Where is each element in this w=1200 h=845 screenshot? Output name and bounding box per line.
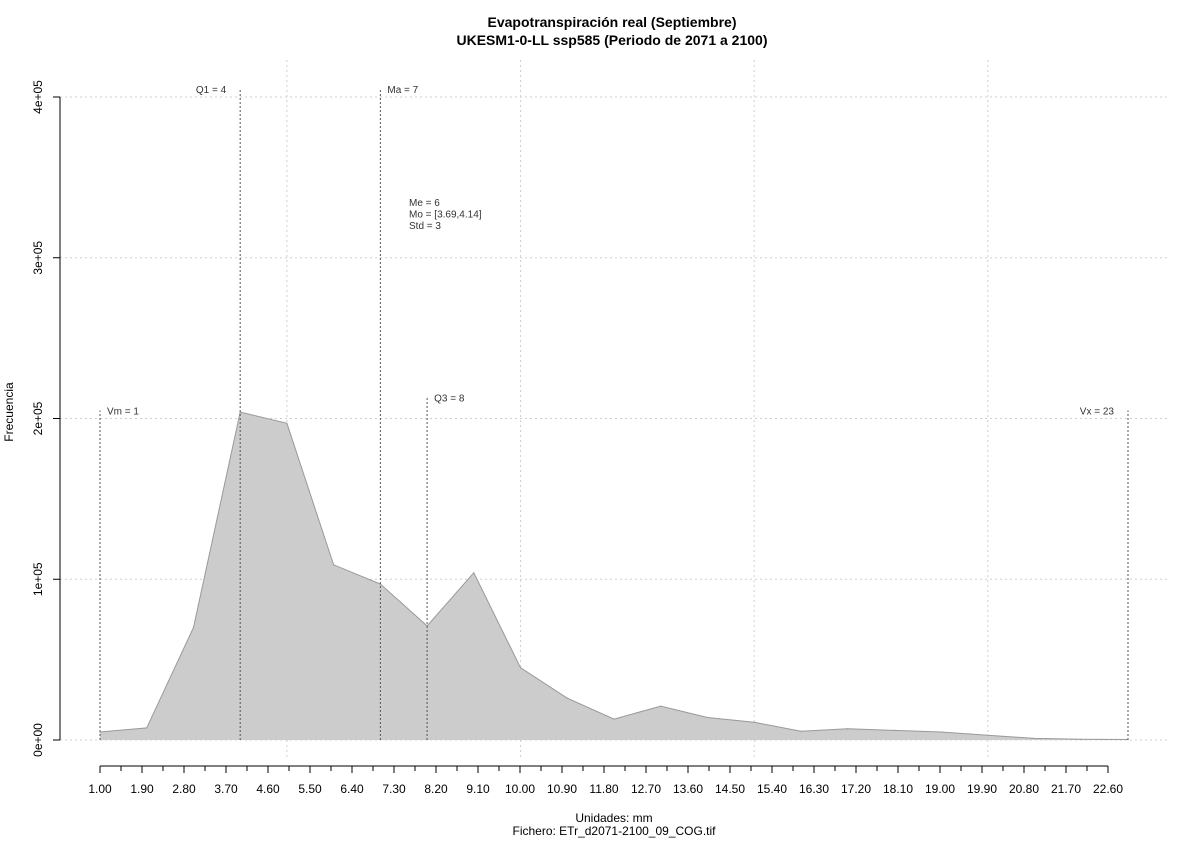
x-tick-label: 17.20 [841,782,871,796]
x-axis: 1.00 1.90 2.80 3.70 4.60 5.50 6.40 7.30 8.20 9.10… [88,765,1123,796]
stats-line: Me = 6 [409,198,440,209]
file-name-label: Fichero: ETr_d2071-2100_09_COG.tif [513,824,717,838]
x-tick-label: 8.20 [424,782,448,796]
x-tick-label: 12.70 [631,782,661,796]
marker-label: Vm = 1 [107,406,139,417]
data-point [1033,737,1036,740]
chart-title-line2: UKESM1-0-LL ssp585 (Periodo de 2071 a 21… [457,32,768,48]
stats-annotation: Me = 6Mo = [3.69,4.14]Std = 3 [409,198,482,232]
y-axis: 0e+00 1e+05 2e+05 3e+05 4e+05 [31,80,61,757]
x-tick-label: 7.30 [382,782,406,796]
data-point [146,727,148,729]
x-tick-label: 21.70 [1051,782,1081,796]
x-tick-label: 6.40 [340,782,364,796]
x-tick-label: 13.60 [673,782,703,796]
data-point [660,705,662,707]
x-tick-label: 1.90 [130,782,154,796]
data-point [333,564,335,566]
x-tick-label: 18.10 [883,782,913,796]
data-point [473,572,475,574]
x-tick-label: 4.60 [256,782,280,796]
stats-line: Mo = [3.69,4.14] [409,210,482,221]
data-point [519,667,522,669]
x-tick-label: 11.80 [589,782,618,796]
y-tick-label: 2e+05 [31,401,45,435]
data-point [800,730,802,732]
stat-markers: Vm = 1 Q1 = 4 Ma = 7 Q3 = 8 Vx = 23 [99,85,1129,740]
marker-label: Q3 = 8 [434,394,465,405]
x-tick-label: 15.40 [757,782,787,796]
data-point [893,729,896,732]
chart-title-line1: Evapotranspiración real (Septiembre) [488,14,737,30]
x-tick-label: 14.50 [715,782,745,796]
x-tick-label: 16.30 [799,782,829,796]
y-tick-label: 1e+05 [31,562,45,596]
frequency-area [99,411,1129,741]
data-point [613,718,615,720]
stats-line: Std = 3 [409,221,441,232]
data-point [706,716,709,719]
x-tick-label: 22.60 [1093,782,1123,796]
data-point [940,731,942,733]
marker-label: Vx = 23 [1080,406,1115,417]
data-point [286,422,288,424]
x-tick-label: 1.00 [88,782,112,796]
marker-label: Ma = 7 [387,85,418,96]
data-point [987,734,989,736]
x-tick-label: 19.00 [925,782,955,796]
y-tick-label: 3e+05 [31,241,45,275]
x-tick-label: 9.10 [466,782,490,796]
marker-label: Q1 = 4 [196,85,227,96]
x-tick-label: 10.00 [505,782,535,796]
y-tick-label: 0e+00 [31,723,45,757]
y-axis-label: Frecuencia [2,382,16,442]
area-fill [100,412,1128,740]
x-tick-label: 5.50 [298,782,322,796]
data-point [753,721,755,723]
data-point [566,697,568,699]
y-tick-label: 4e+05 [31,80,45,114]
data-point [192,626,195,629]
data-point [1080,738,1082,740]
x-tick-label: 19.90 [967,782,997,796]
x-tick-label: 2.80 [172,782,196,796]
x-axis-label: Unidades: mm [575,811,652,825]
x-tick-label: 20.80 [1009,782,1039,796]
x-tick-label: 3.70 [214,782,238,796]
x-tick-label: 10.90 [547,782,577,796]
data-point [847,728,849,730]
